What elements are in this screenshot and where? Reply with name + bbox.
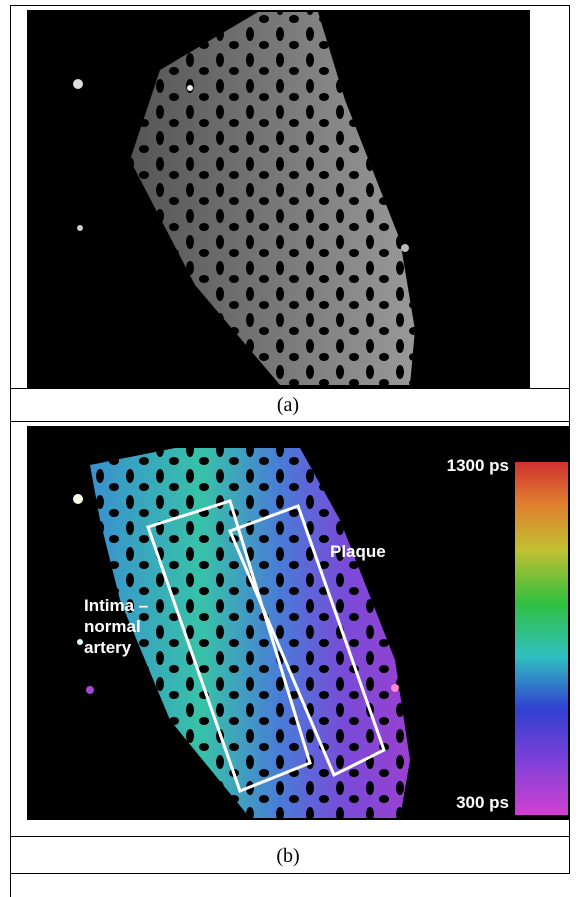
figure: (a) 1300 ps 300 ps Plaque Intima – norma…	[0, 0, 579, 897]
intima-label: normal	[84, 617, 141, 636]
caption: (a)	[277, 394, 299, 416]
image-a	[27, 10, 530, 388]
intima-label: Intima –	[84, 596, 148, 615]
scale-min-label: 300 ps	[456, 793, 509, 812]
scale-max-label: 1300 ps	[447, 456, 509, 475]
page: {"panel_a": {"caption": "(a)"}, "panel_b…	[0, 0, 579, 897]
intima-label: artery	[84, 638, 132, 657]
plaque-label: Plaque	[330, 542, 386, 561]
caption: (b)	[276, 845, 299, 867]
